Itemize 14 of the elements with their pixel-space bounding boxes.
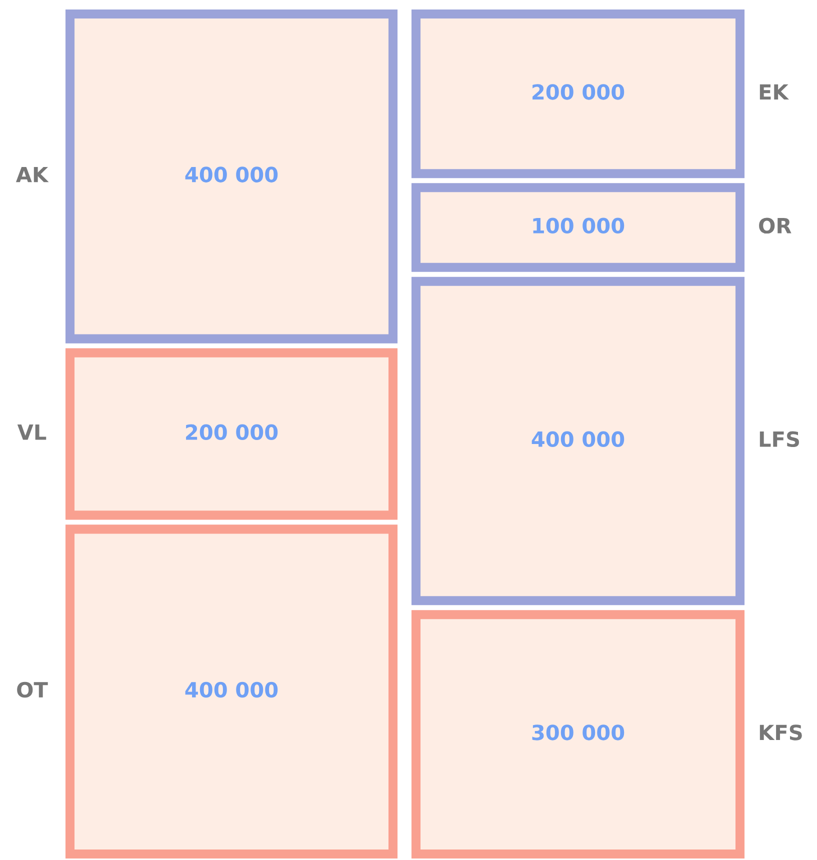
data-label: 400 000 xyxy=(185,682,278,698)
category-label: OT xyxy=(17,682,48,698)
category-label: KFS xyxy=(760,724,802,740)
data-label: 300 000 xyxy=(532,724,624,740)
category-label: AK xyxy=(16,166,49,182)
data-label: 400 000 xyxy=(532,431,624,448)
category-label: OR xyxy=(759,218,792,234)
category-label: EK xyxy=(760,84,790,100)
data-label: 200 000 xyxy=(532,84,624,100)
data-label: 100 000 xyxy=(533,218,624,234)
category-label: LFS xyxy=(760,431,799,448)
category-label: VL xyxy=(17,424,46,440)
data-label: 200 000 xyxy=(186,424,278,440)
data-label: 400 000 xyxy=(185,166,278,182)
